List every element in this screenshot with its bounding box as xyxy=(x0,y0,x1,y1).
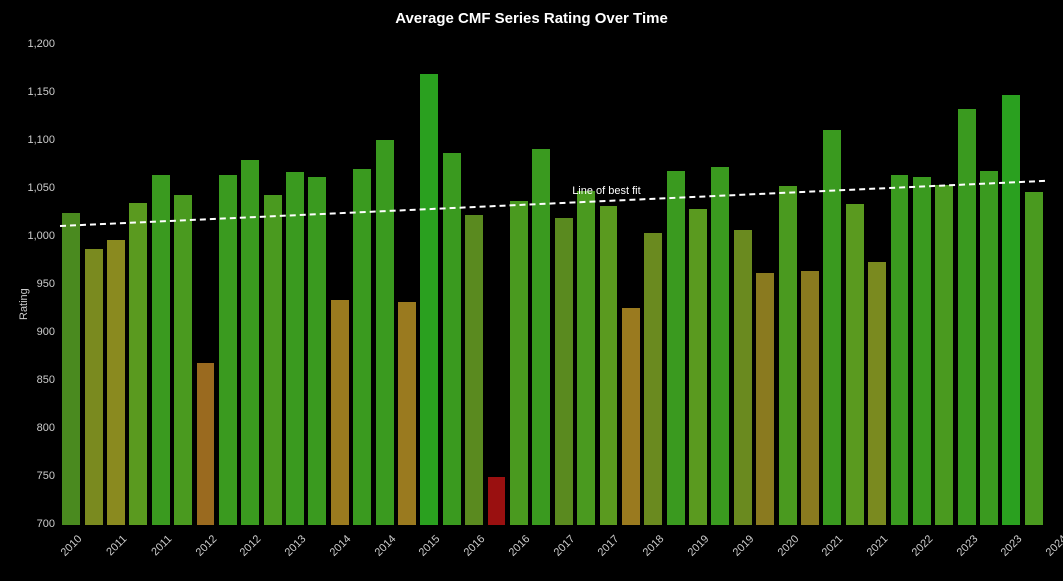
bar xyxy=(197,363,215,525)
bar xyxy=(913,177,931,525)
x-tick-label: 2014 xyxy=(302,533,353,581)
y-tick-label: 700 xyxy=(5,518,55,530)
y-tick-label: 1,050 xyxy=(5,182,55,194)
bar xyxy=(107,240,125,525)
x-tick-label: 2011 xyxy=(79,533,130,581)
chart-container: Average CMF Series Rating Over Time Rati… xyxy=(0,0,1063,581)
bar xyxy=(779,186,797,525)
bar xyxy=(622,308,640,525)
x-tick-label: 2019 xyxy=(705,533,756,581)
y-axis-label: Rating xyxy=(18,288,30,320)
bar xyxy=(353,169,371,525)
trend-line-label: Line of best fit xyxy=(572,185,641,197)
bar xyxy=(376,140,394,525)
bar xyxy=(667,171,685,525)
x-tick-label: 2021 xyxy=(840,533,891,581)
x-tick-label: 2020 xyxy=(750,533,801,581)
bar xyxy=(152,175,170,525)
x-tick-label: 2013 xyxy=(258,533,309,581)
bar xyxy=(420,74,438,525)
bar xyxy=(398,302,416,525)
x-tick-label: 2019 xyxy=(661,533,712,581)
y-tick-label: 800 xyxy=(5,422,55,434)
bar xyxy=(958,109,976,525)
bar xyxy=(219,175,237,525)
x-tick-label: 2012 xyxy=(213,533,264,581)
x-tick-label: 2017 xyxy=(571,533,622,581)
x-tick-label: 2021 xyxy=(795,533,846,581)
plot-area: Line of best fit xyxy=(60,45,1045,525)
y-tick-label: 1,100 xyxy=(5,134,55,146)
bar xyxy=(85,249,103,525)
x-tick-label: 2011 xyxy=(123,533,174,581)
bar xyxy=(734,230,752,525)
x-tick-label: 2017 xyxy=(526,533,577,581)
x-tick-label: 2023 xyxy=(929,533,980,581)
bar xyxy=(62,213,80,525)
y-tick-label: 900 xyxy=(5,326,55,338)
bar xyxy=(577,191,595,525)
bar xyxy=(868,262,886,525)
bar xyxy=(331,300,349,525)
bar xyxy=(308,177,326,525)
bar xyxy=(488,477,506,525)
bar xyxy=(935,185,953,525)
y-tick-label: 850 xyxy=(5,374,55,386)
x-tick-label: 2023 xyxy=(974,533,1025,581)
bar xyxy=(510,201,528,525)
bar xyxy=(129,203,147,525)
bar xyxy=(980,171,998,525)
bar xyxy=(846,204,864,525)
bar xyxy=(264,195,282,525)
bar xyxy=(555,218,573,525)
x-tick-label: 2010 xyxy=(34,533,85,581)
bar xyxy=(600,206,618,525)
x-tick-label: 2024 xyxy=(1019,533,1063,581)
y-tick-label: 1,150 xyxy=(5,86,55,98)
bar xyxy=(174,195,192,525)
bar xyxy=(644,233,662,525)
bar xyxy=(756,273,774,525)
y-tick-label: 1,200 xyxy=(5,38,55,50)
y-tick-label: 750 xyxy=(5,470,55,482)
x-tick-label: 2016 xyxy=(481,533,532,581)
x-tick-label: 2014 xyxy=(347,533,398,581)
bar xyxy=(241,160,259,525)
chart-title: Average CMF Series Rating Over Time xyxy=(0,10,1063,27)
bar xyxy=(1002,95,1020,525)
bar xyxy=(1025,192,1043,525)
x-tick-label: 2012 xyxy=(168,533,219,581)
bar xyxy=(711,167,729,525)
x-tick-label: 2018 xyxy=(616,533,667,581)
bar xyxy=(465,215,483,525)
x-tick-label: 2015 xyxy=(392,533,443,581)
x-tick-label: 2016 xyxy=(437,533,488,581)
bar xyxy=(286,172,304,525)
x-tick-label: 2022 xyxy=(884,533,935,581)
bar xyxy=(801,271,819,525)
y-tick-label: 1,000 xyxy=(5,230,55,242)
y-tick-label: 950 xyxy=(5,278,55,290)
bar xyxy=(689,209,707,525)
bar xyxy=(891,175,909,525)
